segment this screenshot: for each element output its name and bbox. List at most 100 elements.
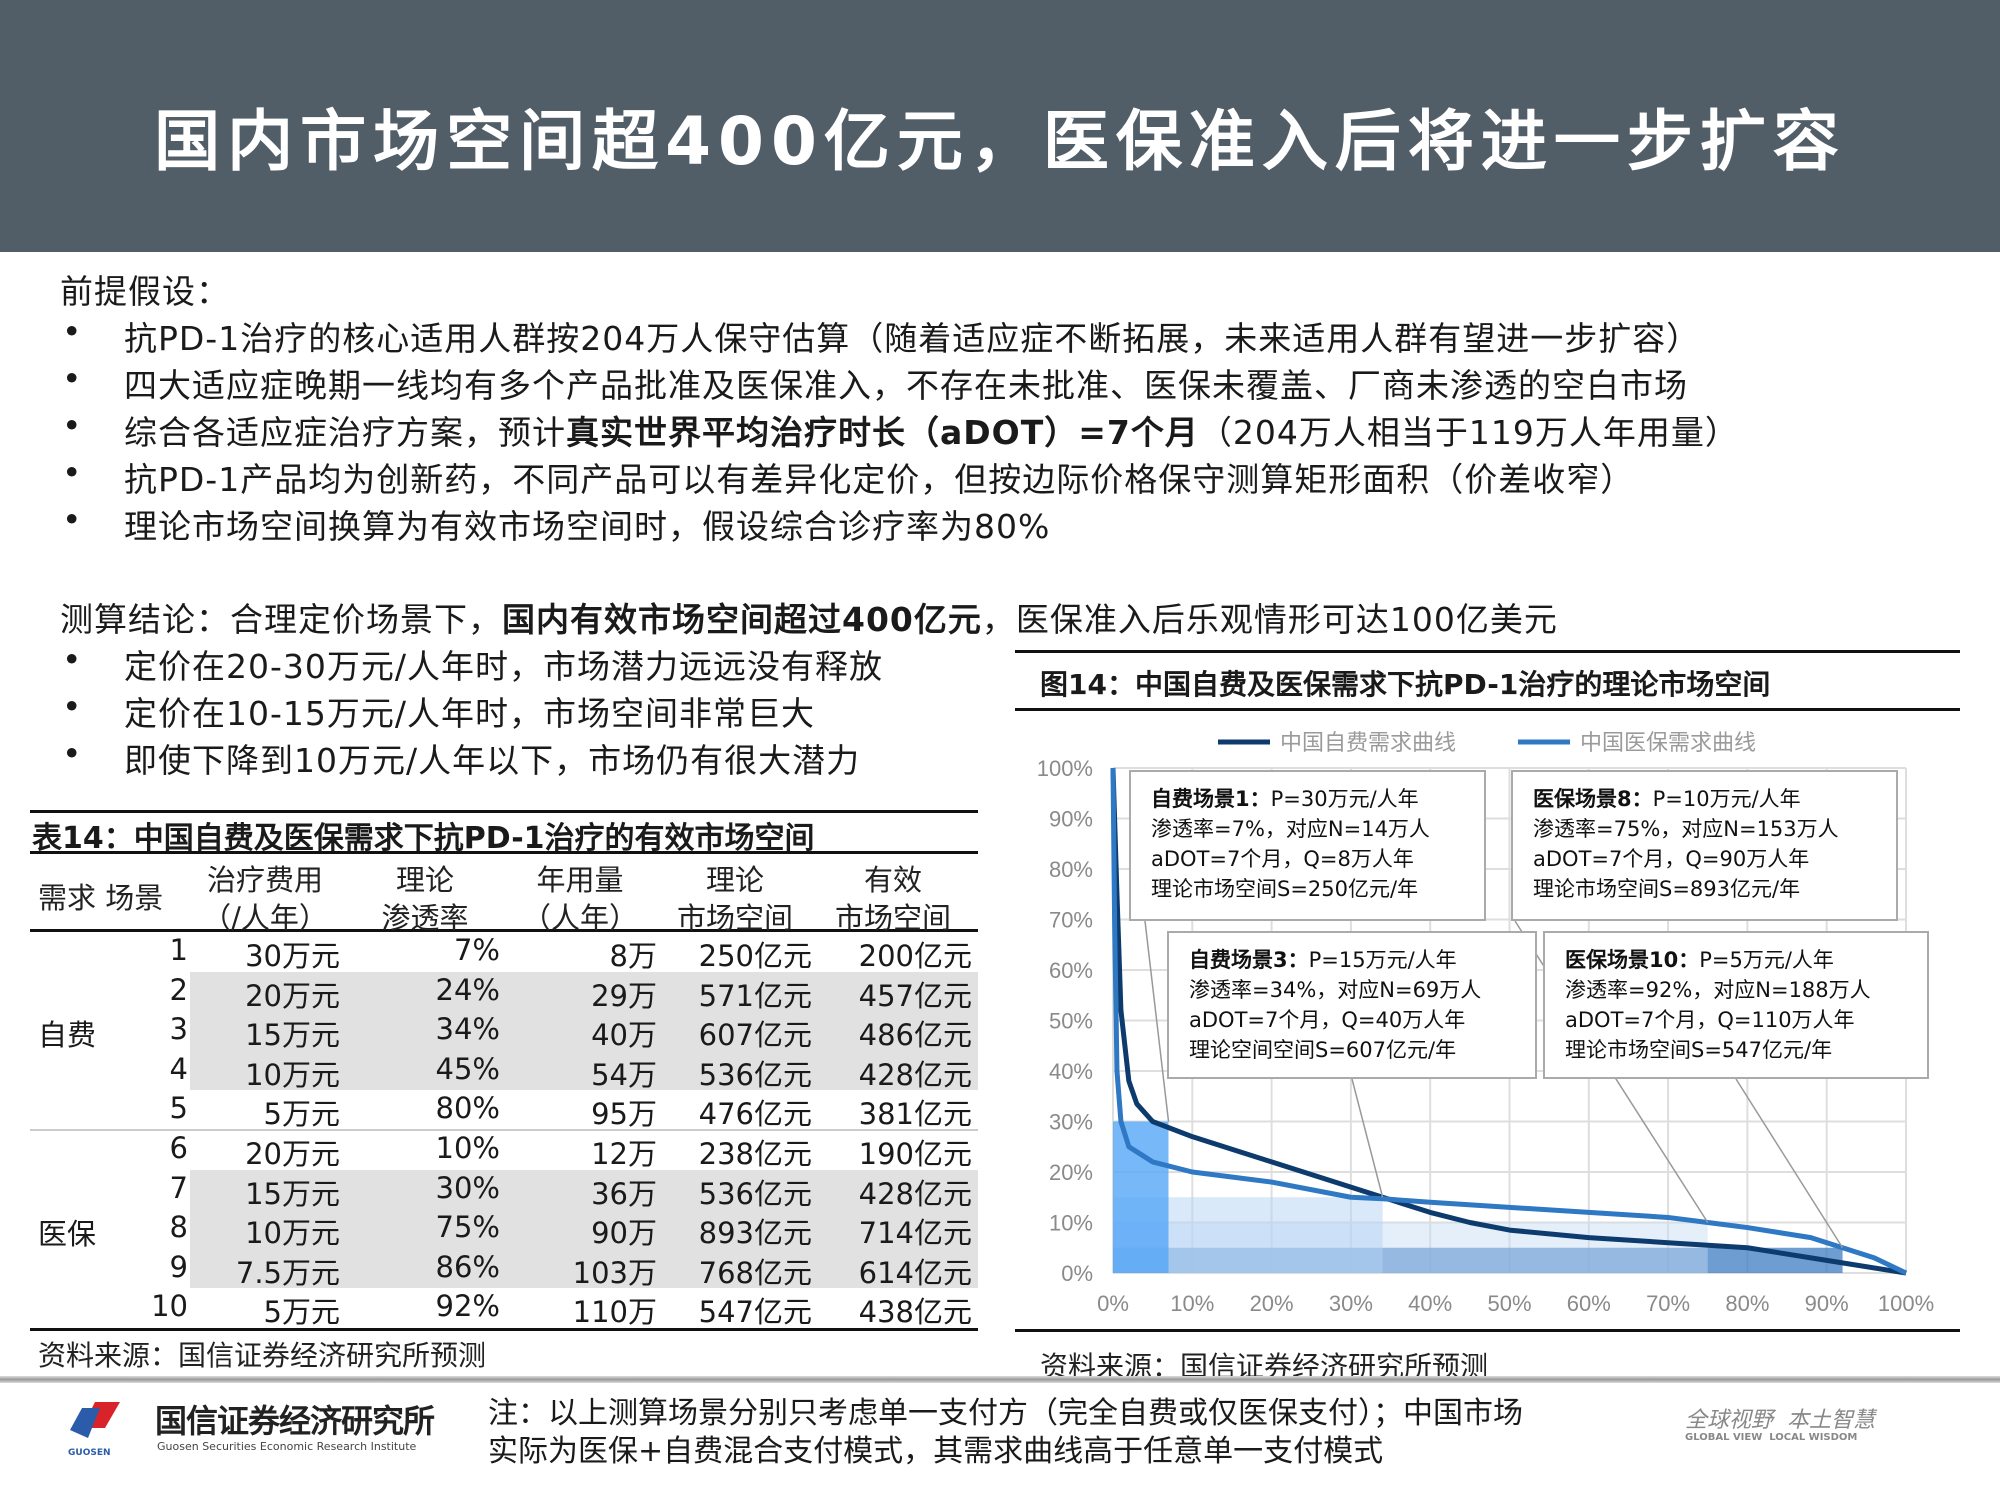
x-tick-label: 30% [1329,1291,1373,1316]
table-cell: 7 [169,1170,188,1205]
column-header: 理论 [705,863,764,897]
table-cell: 10 [151,1289,188,1324]
table-cell: 20万元 [245,1137,340,1171]
y-tick-label: 100% [1037,756,1093,781]
callout-text: 理论空间空间S=607亿元/年 [1189,1038,1457,1062]
column-header: 理论 [395,863,454,897]
y-tick-label: 0% [1061,1261,1093,1286]
table-cell: 54万 [591,1057,657,1092]
table-cell: 4 [169,1051,188,1086]
bullet-icon: • [62,406,83,445]
item-text: 四大适应症晚期一线均有多个产品批准及医保准入，不存在未批准、医保未覆盖、厂商未渗… [124,366,1688,405]
callout-text: 渗透率=92%，对应N=188万人 [1565,978,1871,1002]
scenario-callout: 自费场景1：P=30万元/人年 渗透率=7%，对应N=14万人 aDOT=7个月，Q… [1129,770,1486,921]
divider [30,851,978,854]
table-cell: 92% [435,1289,500,1324]
table-cell: 15万元 [245,1176,340,1211]
footer-note: 注：以上测算场景分别只考虑单一支付方（完全自费或仅医保支付）；中国市场 实际为医… [488,1395,1523,1471]
table-cell: 45% [435,1051,500,1086]
callout-leader-line [1144,920,1170,1122]
column-header: 治疗费用 [206,863,323,897]
item-text: 定价在10-15万元/人年时，市场空间非常巨大 [124,694,816,733]
logo-name: 国信证券经济研究所 [155,1402,435,1440]
conclusion-item: • 定价在10-15万元/人年时，市场空间非常巨大 [62,687,816,735]
y-tick-label: 80% [1049,857,1093,882]
x-tick-label: 50% [1487,1291,1531,1316]
item-text: 综合各适应症治疗方案，预计 [124,413,566,452]
table-cell: 8 [169,1210,188,1245]
bullet-icon: • [62,687,83,726]
table-cell: 6 [169,1131,188,1165]
callout-line: 自费场景1：P=30万元/人年 [1151,784,1484,814]
legend-label: 中国医保需求曲线 [1580,731,1756,756]
y-tick-label: 20% [1049,1160,1093,1185]
callout-text: aDOT=7个月，Q=8万人年 [1151,847,1414,871]
note-line: 注：以上测算场景分别只考虑单一支付方（完全自费或仅医保支付）；中国市场 [488,1396,1523,1431]
table-cell: 30% [435,1170,500,1205]
table-cell: 238亿元 [698,1137,812,1171]
column-header: 渗透率 [381,901,469,935]
callout-text: aDOT=7个月，Q=90万人年 [1533,847,1810,871]
x-tick-label: 10% [1170,1291,1214,1316]
table-cell: 571亿元 [698,978,812,1013]
table-cell: 457亿元 [858,978,972,1013]
table-cell: 110万 [572,1295,657,1330]
item-text: 定价在20-30万元/人年时，市场潜力远远没有释放 [124,647,884,686]
table-cell: 200亿元 [858,939,972,973]
table-cell: 768亿元 [698,1255,812,1290]
y-tick-label: 30% [1049,1110,1093,1135]
slogan-english: GLOBAL VIEW LOCAL WISDOM [1685,1432,1858,1443]
divider [1015,708,1960,711]
slogan: 全球视野 本土智慧 [1685,1408,1875,1433]
table-cell: 614亿元 [858,1255,972,1290]
conclusion-post: ，医保准入后乐观情形可达100亿美元 [981,600,1558,639]
row-shade [190,1169,978,1289]
callout-title: 医保场景10： [1565,948,1700,972]
table-cell: 10% [435,1131,500,1165]
divider [30,810,978,813]
table-cell: 381亿元 [858,1097,972,1132]
group-label: 自费 [38,1018,97,1052]
column-header: 有效 [863,863,922,897]
table-cell: 20万元 [245,978,340,1013]
footer-divider [0,1376,2000,1383]
table-cell: 476亿元 [698,1097,812,1132]
y-tick-label: 60% [1049,958,1093,983]
row-shade [190,971,978,1091]
table-cell: 40万 [591,1018,657,1053]
y-tick-label: 70% [1049,908,1093,933]
callout-title: 自费场景1： [1151,787,1271,811]
table-cell: 536亿元 [698,1176,812,1211]
table-cell: 5 [169,1091,188,1126]
market-chart: 0% 10% 20% 30% 40% 50% 60% 70% 80% 90% 100% 0% 10% 20… [1015,720,1960,1330]
table-cell: 36万 [591,1176,657,1211]
assumption-item: • 四大适应症晚期一线均有多个产品批准及医保准入，不存在未批准、医保未覆盖、厂商未… [62,359,1688,407]
page-title: 国内市场空间超400亿元，医保准入后将进一步扩容 [154,103,1846,180]
callout-text: 理论市场空间S=893亿元/年 [1533,877,1801,901]
table-cell: 5万元 [263,1097,340,1132]
chart-title: 图14：中国自费及医保需求下抗PD-1治疗的理论市场空间 [1040,668,1771,701]
table-cell: 3 [169,1012,188,1047]
note-line: 实际为医保+自费混合支付模式，其需求曲线高于任意单一支付模式 [488,1434,1384,1469]
group-label: 医保 [38,1217,97,1251]
x-tick-label: 100% [1878,1291,1934,1316]
item-text: 抗PD-1产品均为创新药，不同产品可以有差异化定价，但按边际价格保守测算矩形面积… [124,460,1635,499]
callout-text: 理论市场空间S=547亿元/年 [1565,1038,1833,1062]
table-cell: 30万元 [245,939,340,973]
table-cell: 428亿元 [858,1057,972,1092]
item-text: 即使下降到10万元/人年以下，市场仍有很大潜力 [124,741,861,780]
table-cell: 250亿元 [698,939,812,973]
table-cell: 10万元 [245,1057,340,1092]
conclusion-text: 测算结论：合理定价场景下，国内有效市场空间超过400亿元，医保准入后乐观情形可达… [60,593,1558,641]
table-cell: 190亿元 [858,1137,972,1171]
assumption-item: • 抗PD-1治疗的核心适用人群按204万人保守估算（随着适应症不断拓展，未来适用… [62,312,1700,360]
divider [30,929,978,932]
callout-text: 渗透率=34%，对应N=69万人 [1189,978,1482,1002]
callout-text: 理论市场空间S=250亿元/年 [1151,877,1419,901]
column-header: 市场空间 [834,901,951,935]
scenario-callout: 医保场景8：P=10万元/人年 渗透率=75%，对应N=153万人 aDOT=7个月… [1511,770,1898,921]
assumption-item: • 理论市场空间换算为有效市场空间时，假设综合诊疗率为80% [62,500,1050,548]
table-cell: 2 [169,972,188,1007]
column-header: 市场空间 [676,901,793,935]
callout-title: 自费场景3： [1189,948,1309,972]
